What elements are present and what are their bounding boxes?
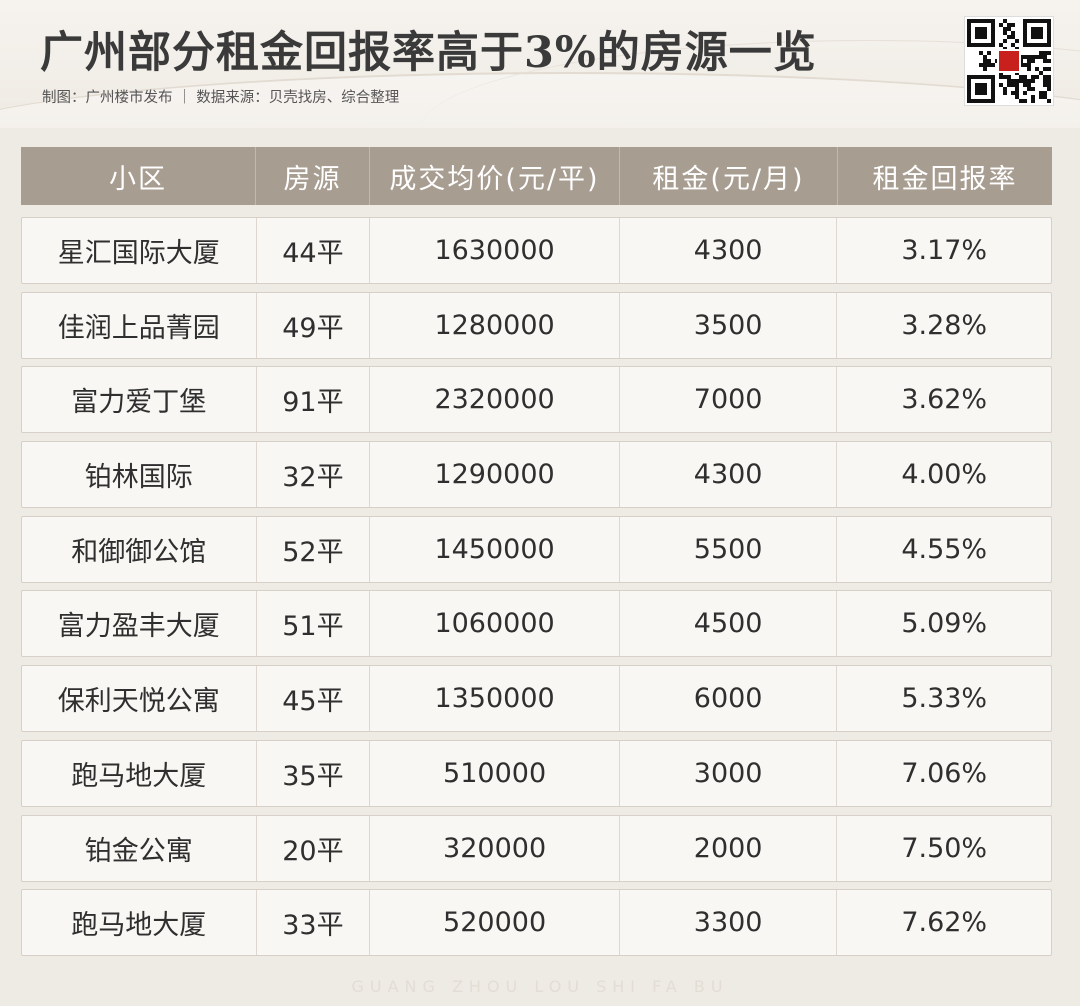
cell-listing: 33平 [257, 890, 371, 956]
cell-community: 铂金公寓 [22, 815, 257, 881]
cell-listing: 32平 [257, 442, 371, 508]
cell-rent: 3500 [620, 292, 838, 358]
cell-community: 保利天悦公寓 [22, 666, 257, 732]
cell-listing: 91平 [257, 367, 371, 433]
cell-price: 320000 [370, 815, 620, 881]
cell-listing: 44平 [257, 218, 371, 283]
cell-listing: 49平 [257, 292, 371, 358]
cell-community: 跑马地大厦 [22, 740, 257, 806]
page-subtitle: 制图：广州楼市发布 ｜ 数据来源：贝壳找房、综合整理 [42, 90, 400, 106]
cell-yield: 5.09% [901, 608, 988, 640]
qr-code-icon [965, 17, 1053, 105]
cell-rent: 6000 [620, 666, 838, 732]
cell-community: 星汇国际大厦 [22, 218, 257, 283]
table-header: 小区 房源 成交均价(元/平) 租金(元/月) 租金回报率 [21, 147, 1052, 205]
cell-community: 佳润上品菁园 [22, 292, 257, 358]
cell-community: 跑马地大厦 [22, 890, 257, 956]
cell-rent: 4300 [620, 218, 838, 283]
cell-community: 铂林国际 [22, 442, 257, 508]
column-header-community: 小区 [21, 147, 256, 205]
cell-price: 1280000 [370, 292, 620, 358]
cell-yield: 3.28% [901, 309, 988, 341]
table-body: 星汇国际大厦 44平 1630000 4300 3.17% 佳润上品菁园 49平 128000… [21, 217, 1052, 957]
column-header-price: 成交均价(元/平) [370, 147, 620, 205]
cell-rent: 7000 [620, 367, 838, 433]
header: 广州部分租金回报率高于3%的房源一览 制图：广州楼市发布 ｜ 数据来源：贝壳找房… [0, 0, 1080, 128]
table-row: 铂金公寓 20平 320000 2000 7.50% [21, 814, 1052, 882]
cell-listing: 20平 [257, 815, 371, 881]
table-row: 和御御公馆 52平 1450000 5500 4.55% [21, 515, 1052, 583]
cell-yield: 3.62% [901, 384, 988, 416]
cell-price: 1290000 [370, 442, 620, 508]
footer-watermark: GUANG ZHOU LOU SHI FA BU [351, 976, 729, 996]
table-row: 铂林国际 32平 1290000 4300 4.00% [21, 441, 1052, 509]
table-row: 富力爱丁堡 91平 2320000 7000 3.62% [21, 366, 1052, 434]
cell-rent: 3000 [620, 740, 838, 806]
cell-rent: 3300 [620, 890, 838, 956]
cell-price: 1350000 [370, 666, 620, 732]
cell-price: 1450000 [370, 516, 620, 582]
cell-price: 1060000 [370, 591, 620, 657]
cell-listing: 35平 [257, 740, 371, 806]
cell-listing: 45平 [257, 666, 371, 732]
cell-community: 富力爱丁堡 [22, 367, 257, 433]
cell-price: 520000 [370, 890, 620, 956]
column-header-listing: 房源 [256, 147, 370, 205]
table-row: 佳润上品菁园 49平 1280000 3500 3.28% [21, 291, 1052, 359]
table-row: 星汇国际大厦 44平 1630000 4300 3.17% [21, 217, 1052, 284]
cell-yield: 3.17% [901, 235, 988, 266]
cell-price: 1630000 [370, 218, 620, 283]
table-row: 富力盈丰大厦 51平 1060000 4500 5.09% [21, 590, 1052, 658]
cell-listing: 52平 [257, 516, 371, 582]
cell-yield: 7.50% [901, 832, 988, 864]
cell-community: 富力盈丰大厦 [22, 591, 257, 657]
cell-yield: 5.33% [901, 683, 988, 715]
cell-rent: 2000 [620, 815, 838, 881]
footer: GUANG ZHOU LOU SHI FA BU [0, 966, 1080, 1006]
page-title: 广州部分租金回报率高于3%的房源一览 [40, 28, 817, 78]
cell-price: 510000 [370, 740, 620, 806]
cell-listing: 51平 [257, 591, 371, 657]
cell-price: 2320000 [370, 367, 620, 433]
cell-yield: 7.62% [901, 907, 988, 939]
cell-rent: 4500 [620, 591, 838, 657]
qr-logo [997, 49, 1021, 73]
cell-yield: 4.55% [901, 533, 988, 565]
table-row: 保利天悦公寓 45平 1350000 6000 5.33% [21, 665, 1052, 733]
table-row: 跑马地大厦 35平 510000 3000 7.06% [21, 739, 1052, 807]
table-row: 跑马地大厦 33平 520000 3300 7.62% [21, 889, 1052, 957]
cell-rent: 4300 [620, 442, 838, 508]
column-header-yield: 租金回报率 [872, 163, 1018, 195]
cell-rent: 5500 [620, 516, 838, 582]
cell-yield: 7.06% [901, 757, 988, 789]
cell-community: 和御御公馆 [22, 516, 257, 582]
data-table: 小区 房源 成交均价(元/平) 租金(元/月) 租金回报率 星汇国际大厦 44平 1… [21, 147, 1052, 957]
column-header-rent: 租金(元/月) [620, 147, 838, 205]
cell-yield: 4.00% [901, 459, 988, 491]
